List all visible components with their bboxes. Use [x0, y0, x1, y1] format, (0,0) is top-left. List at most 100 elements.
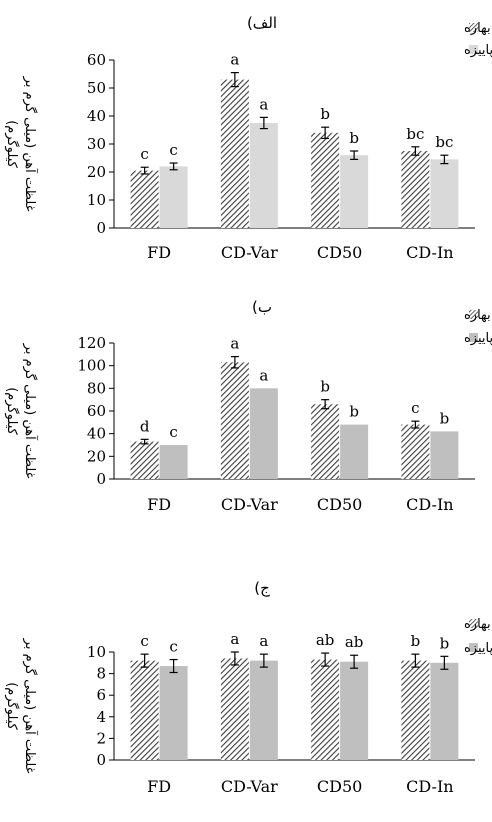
y-tick-label: 30 — [87, 135, 106, 153]
significance-letter: c — [411, 399, 419, 417]
significance-letter: bc — [406, 125, 424, 143]
legend-swatch — [469, 643, 478, 652]
panel-title: الف) — [247, 14, 277, 32]
bar-autumn — [159, 445, 188, 479]
significance-letter: b — [440, 409, 450, 427]
x-tick-label: CD-In — [406, 495, 453, 514]
y-axis-label-line: کیلوگرم) — [4, 120, 20, 168]
significance-letter: b — [440, 634, 450, 652]
y-axis-label-line: کیلوگرم) — [4, 387, 20, 435]
bar-autumn — [249, 660, 278, 760]
legend-swatch — [469, 333, 478, 342]
bar-spring — [220, 362, 249, 479]
significance-letter: b — [411, 632, 421, 650]
x-tick-label: FD — [147, 243, 171, 262]
y-tick-label: 10 — [87, 643, 106, 661]
x-tick-label: CD-In — [406, 243, 453, 262]
chart-panel-2: ب) 0 20 40 60 80 100 120 غلظت آهن (میلی گرم برکی… — [4, 298, 492, 514]
y-tick-label: 80 — [87, 379, 106, 397]
legend-label: کشت پاییزه — [464, 43, 492, 58]
bar-autumn — [159, 666, 188, 760]
bar-autumn — [430, 431, 459, 479]
x-tick-label: CD-Var — [221, 495, 278, 514]
legend-swatch — [469, 310, 478, 319]
significance-letter: a — [230, 630, 239, 648]
x-tick-label: FD — [147, 777, 171, 796]
y-tick-label: 0 — [96, 751, 106, 769]
x-tick-label: CD50 — [317, 243, 362, 262]
bar-autumn — [249, 123, 278, 228]
legend-label: کشت بهاره — [464, 617, 492, 632]
legend-label: کشت پاییزه — [464, 641, 492, 656]
significance-letter: c — [140, 632, 148, 650]
y-tick-label: 0 — [96, 470, 106, 488]
y-tick-label: 8 — [96, 665, 106, 683]
significance-letter: bc — [435, 133, 453, 151]
y-tick-label: 120 — [77, 334, 106, 352]
significance-letter: b — [349, 403, 359, 421]
bar-autumn — [340, 661, 369, 760]
x-tick-label: CD50 — [317, 495, 362, 514]
y-tick-label: 6 — [96, 686, 106, 704]
bar-spring — [220, 79, 249, 228]
bar-autumn — [249, 388, 278, 479]
bar-spring — [130, 170, 159, 228]
significance-letter: b — [320, 105, 330, 123]
significance-letter: c — [169, 423, 177, 441]
significance-letter: b — [349, 129, 359, 147]
significance-letter: d — [140, 417, 150, 435]
legend-swatch — [469, 23, 478, 32]
y-tick-label: 20 — [87, 447, 106, 465]
significance-letter: c — [169, 638, 177, 656]
bar-spring — [311, 404, 340, 479]
bar-spring — [401, 660, 430, 760]
bar-autumn — [159, 166, 188, 228]
x-tick-label: CD-In — [406, 777, 453, 796]
panel-title: ب) — [252, 298, 272, 316]
legend-label: کشت بهاره — [464, 21, 492, 36]
bar-autumn — [430, 159, 459, 228]
significance-letter: a — [259, 632, 268, 650]
x-tick-label: FD — [147, 495, 171, 514]
y-tick-label: 2 — [96, 729, 106, 747]
significance-letter: ab — [316, 631, 335, 649]
significance-letter: a — [230, 335, 239, 353]
significance-letter: c — [140, 145, 148, 163]
y-tick-label: 100 — [77, 357, 106, 375]
y-tick-label: 60 — [87, 51, 106, 69]
y-tick-label: 4 — [96, 708, 106, 726]
bar-spring — [401, 424, 430, 479]
y-axis-label-line: غلظت آهن (میلی گرم بر — [22, 76, 39, 212]
bar-spring — [311, 659, 340, 760]
legend-label: کشت بهاره — [464, 308, 492, 323]
significance-letter: ab — [345, 633, 364, 651]
y-tick-label: 0 — [96, 219, 106, 237]
bar-autumn — [430, 662, 459, 760]
legend-swatch — [469, 45, 478, 54]
bar-spring — [311, 132, 340, 228]
legend-swatch — [469, 619, 478, 628]
x-tick-label: CD-Var — [221, 243, 278, 262]
x-tick-label: CD50 — [317, 777, 362, 796]
bar-spring — [401, 151, 430, 228]
significance-letter: a — [230, 51, 239, 69]
y-tick-label: 10 — [87, 191, 106, 209]
bar-spring — [220, 658, 249, 760]
bar-autumn — [340, 424, 369, 479]
legend-label: کشت پاییزه — [464, 331, 492, 346]
y-tick-label: 20 — [87, 163, 106, 181]
significance-letter: a — [259, 95, 268, 113]
bar-spring — [130, 660, 159, 760]
y-tick-label: 50 — [87, 79, 106, 97]
y-tick-label: 40 — [87, 425, 106, 443]
chart-panel-1: الف) 0 10 20 30 40 50 60 غلظت آهن (میلی گرم برکی… — [4, 14, 492, 262]
significance-letter: b — [320, 378, 330, 396]
x-tick-label: CD-Var — [221, 777, 278, 796]
y-axis-label-line: غلظت آهن (میلی گرم بر — [22, 638, 39, 774]
y-axis-label-line: غلظت آهن (میلی گرم بر — [22, 343, 39, 479]
y-tick-label: 60 — [87, 402, 106, 420]
